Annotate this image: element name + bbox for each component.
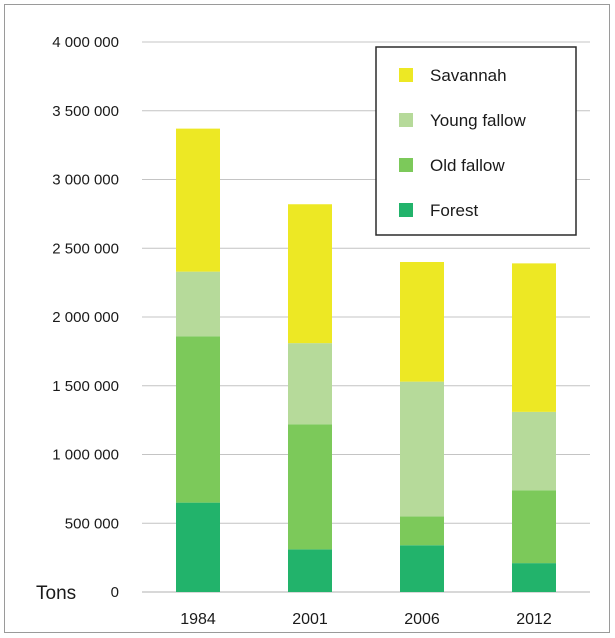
x-tick-label: 2012 [516, 611, 552, 628]
y-tick-label: 1 000 000 [52, 447, 119, 464]
bar-segment-savannah-2012 [512, 263, 556, 412]
y-tick-label: 4 000 000 [52, 34, 119, 51]
legend-label: Savannah [430, 66, 507, 85]
y-tick-label: 3 000 000 [52, 172, 119, 189]
y-tick-label: 2 500 000 [52, 240, 119, 257]
bar-segment-old-fallow-2012 [512, 490, 556, 564]
bar-segment-forest-2006 [400, 545, 444, 592]
x-tick-label: 2006 [404, 611, 440, 628]
legend-swatch-young-fallow [399, 113, 413, 127]
bar-segment-young-fallow-1984 [176, 271, 220, 337]
y-tick-label: 3 500 000 [52, 103, 119, 120]
bar-segment-savannah-2001 [288, 204, 332, 344]
bar-segment-young-fallow-2001 [288, 343, 332, 425]
y-tick-label: 1 500 000 [52, 378, 119, 395]
y-axis-unit-label: Tons [36, 583, 76, 604]
legend-label: Forest [430, 201, 478, 220]
bar-segment-savannah-1984 [176, 128, 220, 272]
bar-segment-forest-2001 [288, 549, 332, 592]
bar-segment-forest-2012 [512, 563, 556, 592]
legend-label: Young fallow [430, 111, 527, 130]
legend-label: Old fallow [430, 156, 505, 175]
bar-segment-young-fallow-2012 [512, 411, 556, 491]
legend-swatch-savannah [399, 68, 413, 82]
y-tick-labels: 0 500 000 1 000 000 1 500 000 2 000 000 2 500… [52, 34, 119, 601]
x-tick-labels: 1984 2001 2006 2012 [180, 611, 552, 628]
x-tick-label: 2001 [292, 611, 328, 628]
y-tick-label: 0 [111, 584, 119, 601]
y-tick-label: 500 000 [65, 515, 119, 532]
bars [176, 128, 556, 592]
legend: Savannah Young fallow Old fallow Forest [375, 46, 577, 236]
bar-segment-young-fallow-2006 [400, 381, 444, 517]
legend-swatch-forest [399, 203, 413, 217]
bar-segment-old-fallow-2006 [400, 516, 444, 546]
bar-segment-savannah-2006 [400, 262, 444, 382]
x-tick-label: 1984 [180, 611, 216, 628]
bar-segment-old-fallow-2001 [288, 424, 332, 550]
bar-segment-forest-1984 [176, 502, 220, 592]
legend-swatch-old-fallow [399, 158, 413, 172]
y-tick-label: 2 000 000 [52, 309, 119, 326]
bar-segment-old-fallow-1984 [176, 336, 220, 503]
